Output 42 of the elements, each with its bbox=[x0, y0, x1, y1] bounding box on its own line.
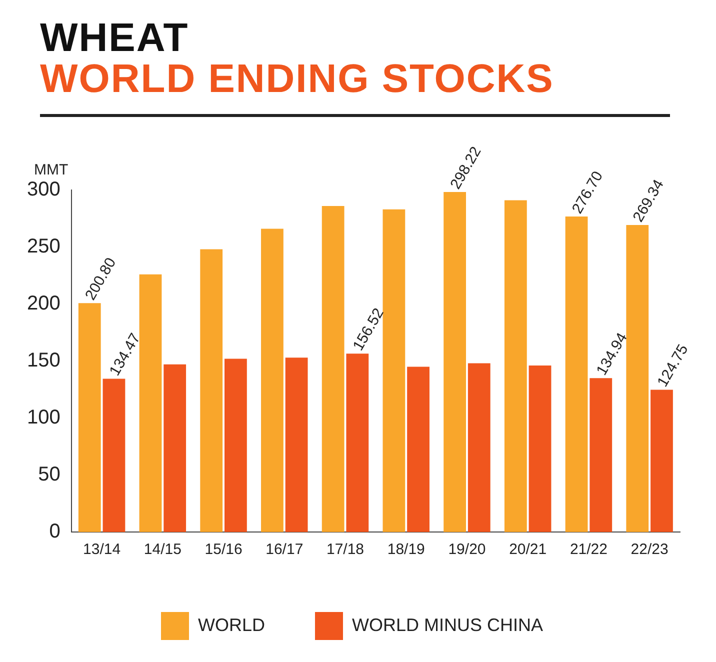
y-tick-label: 250 bbox=[26, 236, 60, 258]
y-tick-label: 0 bbox=[49, 520, 60, 543]
bar bbox=[650, 390, 673, 532]
x-tick-label: 22/23 bbox=[630, 541, 668, 558]
bar bbox=[139, 274, 162, 532]
y-tick-label: 200 bbox=[26, 292, 60, 315]
chart-title: WHEAT bbox=[40, 16, 190, 60]
y-tick-label: 300 bbox=[26, 178, 60, 201]
x-tick-label: 18/19 bbox=[387, 541, 425, 558]
x-tick-label: 13/14 bbox=[83, 541, 121, 558]
y-tick-label: 100 bbox=[26, 406, 60, 429]
bar bbox=[504, 200, 527, 532]
y-tick-label: 150 bbox=[26, 350, 60, 372]
bar bbox=[468, 363, 490, 532]
bar bbox=[626, 224, 649, 532]
bar bbox=[78, 303, 101, 532]
x-tick-label: 17/18 bbox=[326, 541, 364, 558]
chart-subtitle: WORLD ENDING STOCKS bbox=[40, 57, 555, 101]
bar bbox=[102, 378, 126, 532]
bar bbox=[382, 209, 406, 532]
bar bbox=[528, 366, 552, 532]
x-tick-label: 15/16 bbox=[204, 541, 242, 558]
bar bbox=[407, 366, 430, 532]
bar bbox=[590, 378, 612, 532]
y-axis-title: MMT bbox=[34, 162, 68, 179]
x-tick-label: 21/22 bbox=[570, 541, 608, 558]
x-tick-label: 20/21 bbox=[509, 541, 547, 558]
x-tick-label: 16/17 bbox=[266, 541, 304, 558]
legend-label: WORLD bbox=[198, 614, 265, 635]
bar bbox=[322, 206, 344, 532]
bar bbox=[261, 228, 284, 532]
bar bbox=[285, 358, 308, 532]
bar bbox=[224, 358, 247, 532]
bar bbox=[164, 364, 186, 532]
bar bbox=[346, 354, 369, 532]
x-tick-label: 14/15 bbox=[144, 541, 182, 558]
bar bbox=[200, 249, 223, 532]
bar bbox=[565, 216, 588, 532]
x-tick-label: 19/20 bbox=[448, 541, 486, 558]
bar bbox=[444, 192, 466, 532]
y-tick-label: 50 bbox=[38, 464, 60, 486]
legend-label: WORLD MINUS CHINA bbox=[352, 614, 544, 635]
